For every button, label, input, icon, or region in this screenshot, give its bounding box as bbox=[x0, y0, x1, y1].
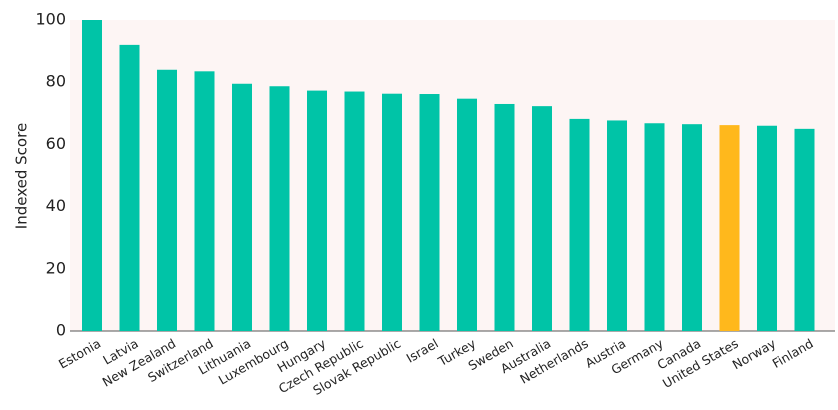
bar bbox=[457, 98, 477, 331]
bar bbox=[269, 86, 290, 331]
bar bbox=[157, 69, 177, 331]
bar bbox=[682, 124, 702, 331]
y-tick-label: 80 bbox=[46, 72, 66, 91]
y-tick-label: 60 bbox=[46, 134, 66, 153]
x-tick-label: Estonia bbox=[56, 336, 103, 372]
bar bbox=[382, 93, 402, 331]
y-tick-label: 0 bbox=[56, 321, 66, 340]
bar bbox=[232, 83, 252, 331]
y-tick-label: 100 bbox=[35, 10, 66, 29]
bar bbox=[794, 128, 815, 331]
bar bbox=[82, 20, 102, 331]
bar bbox=[569, 118, 590, 331]
bar bbox=[344, 91, 365, 331]
x-tick-label: Finland bbox=[770, 336, 816, 371]
y-tick-label: 40 bbox=[46, 196, 66, 215]
bar bbox=[194, 71, 215, 331]
bar bbox=[419, 94, 440, 331]
x-tick-label: Norway bbox=[730, 335, 779, 372]
bar bbox=[757, 125, 777, 332]
bar bbox=[644, 123, 665, 331]
bar bbox=[607, 120, 627, 331]
bar bbox=[719, 125, 740, 331]
bar bbox=[532, 106, 552, 331]
bar bbox=[119, 44, 140, 331]
x-tick-label: Israel bbox=[404, 336, 441, 366]
y-axis-label: Indexed Score bbox=[13, 123, 31, 229]
bar bbox=[494, 103, 515, 331]
y-tick-label: 20 bbox=[46, 258, 66, 277]
bar bbox=[307, 90, 327, 331]
